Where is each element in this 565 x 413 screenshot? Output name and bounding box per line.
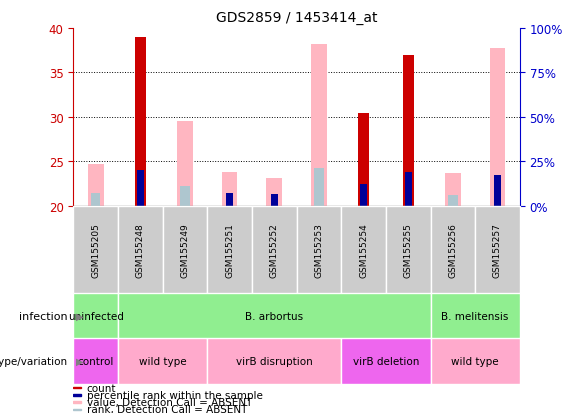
FancyBboxPatch shape xyxy=(118,293,431,339)
Text: infection: infection xyxy=(19,311,68,321)
Bar xyxy=(73,401,81,403)
Bar xyxy=(137,171,144,206)
FancyBboxPatch shape xyxy=(475,206,520,293)
Bar xyxy=(135,38,146,207)
Bar xyxy=(91,193,101,206)
Text: GSM155253: GSM155253 xyxy=(315,223,323,277)
Bar xyxy=(271,195,278,206)
Bar xyxy=(88,165,103,206)
Bar xyxy=(267,178,282,206)
Bar xyxy=(73,409,81,410)
Text: GSM155256: GSM155256 xyxy=(449,223,457,277)
Bar xyxy=(226,193,233,206)
Bar xyxy=(494,176,501,206)
Text: GSM155251: GSM155251 xyxy=(225,223,234,277)
FancyBboxPatch shape xyxy=(341,206,386,293)
Bar xyxy=(222,173,237,206)
Text: GSM155249: GSM155249 xyxy=(181,223,189,277)
Text: control: control xyxy=(77,356,114,366)
Text: value, Detection Call = ABSENT: value, Detection Call = ABSENT xyxy=(87,397,252,407)
Bar xyxy=(73,394,81,396)
Text: B. arbortus: B. arbortus xyxy=(245,311,303,321)
Bar xyxy=(314,169,324,206)
FancyBboxPatch shape xyxy=(431,339,520,384)
Text: virB disruption: virB disruption xyxy=(236,356,312,366)
Bar xyxy=(445,173,460,206)
Text: GSM155254: GSM155254 xyxy=(359,223,368,277)
FancyBboxPatch shape xyxy=(431,206,475,293)
Text: rank, Detection Call = ABSENT: rank, Detection Call = ABSENT xyxy=(87,404,247,413)
Text: B. melitensis: B. melitensis xyxy=(441,311,509,321)
FancyBboxPatch shape xyxy=(341,339,431,384)
FancyBboxPatch shape xyxy=(207,339,341,384)
Text: GSM155248: GSM155248 xyxy=(136,223,145,277)
Text: wild type: wild type xyxy=(451,356,499,366)
Text: uninfected: uninfected xyxy=(68,311,124,321)
FancyBboxPatch shape xyxy=(386,206,431,293)
Bar xyxy=(311,45,327,206)
Title: GDS2859 / 1453414_at: GDS2859 / 1453414_at xyxy=(216,11,377,25)
Text: GSM155255: GSM155255 xyxy=(404,223,412,277)
Text: GSM155252: GSM155252 xyxy=(270,223,279,277)
Bar xyxy=(490,49,505,206)
Bar xyxy=(73,387,81,388)
Text: percentile rank within the sample: percentile rank within the sample xyxy=(87,390,263,400)
FancyBboxPatch shape xyxy=(118,339,207,384)
Bar xyxy=(403,55,414,206)
Text: GSM155257: GSM155257 xyxy=(493,223,502,277)
Bar xyxy=(358,113,369,206)
Bar xyxy=(177,122,193,206)
Bar xyxy=(405,173,412,206)
Text: genotype/variation: genotype/variation xyxy=(0,356,68,366)
Text: virB deletion: virB deletion xyxy=(353,356,419,366)
FancyBboxPatch shape xyxy=(73,293,118,339)
FancyBboxPatch shape xyxy=(163,206,207,293)
Bar xyxy=(448,196,458,206)
FancyBboxPatch shape xyxy=(431,293,520,339)
Text: GSM155205: GSM155205 xyxy=(92,223,100,277)
Bar xyxy=(180,187,190,206)
Text: ▶: ▶ xyxy=(76,311,84,321)
FancyBboxPatch shape xyxy=(118,206,163,293)
FancyBboxPatch shape xyxy=(252,206,297,293)
FancyBboxPatch shape xyxy=(207,206,252,293)
Text: wild type: wild type xyxy=(139,356,186,366)
Text: ▶: ▶ xyxy=(76,356,84,366)
FancyBboxPatch shape xyxy=(73,339,118,384)
FancyBboxPatch shape xyxy=(73,206,118,293)
Bar xyxy=(360,184,367,206)
FancyBboxPatch shape xyxy=(297,206,341,293)
Text: count: count xyxy=(87,383,116,393)
